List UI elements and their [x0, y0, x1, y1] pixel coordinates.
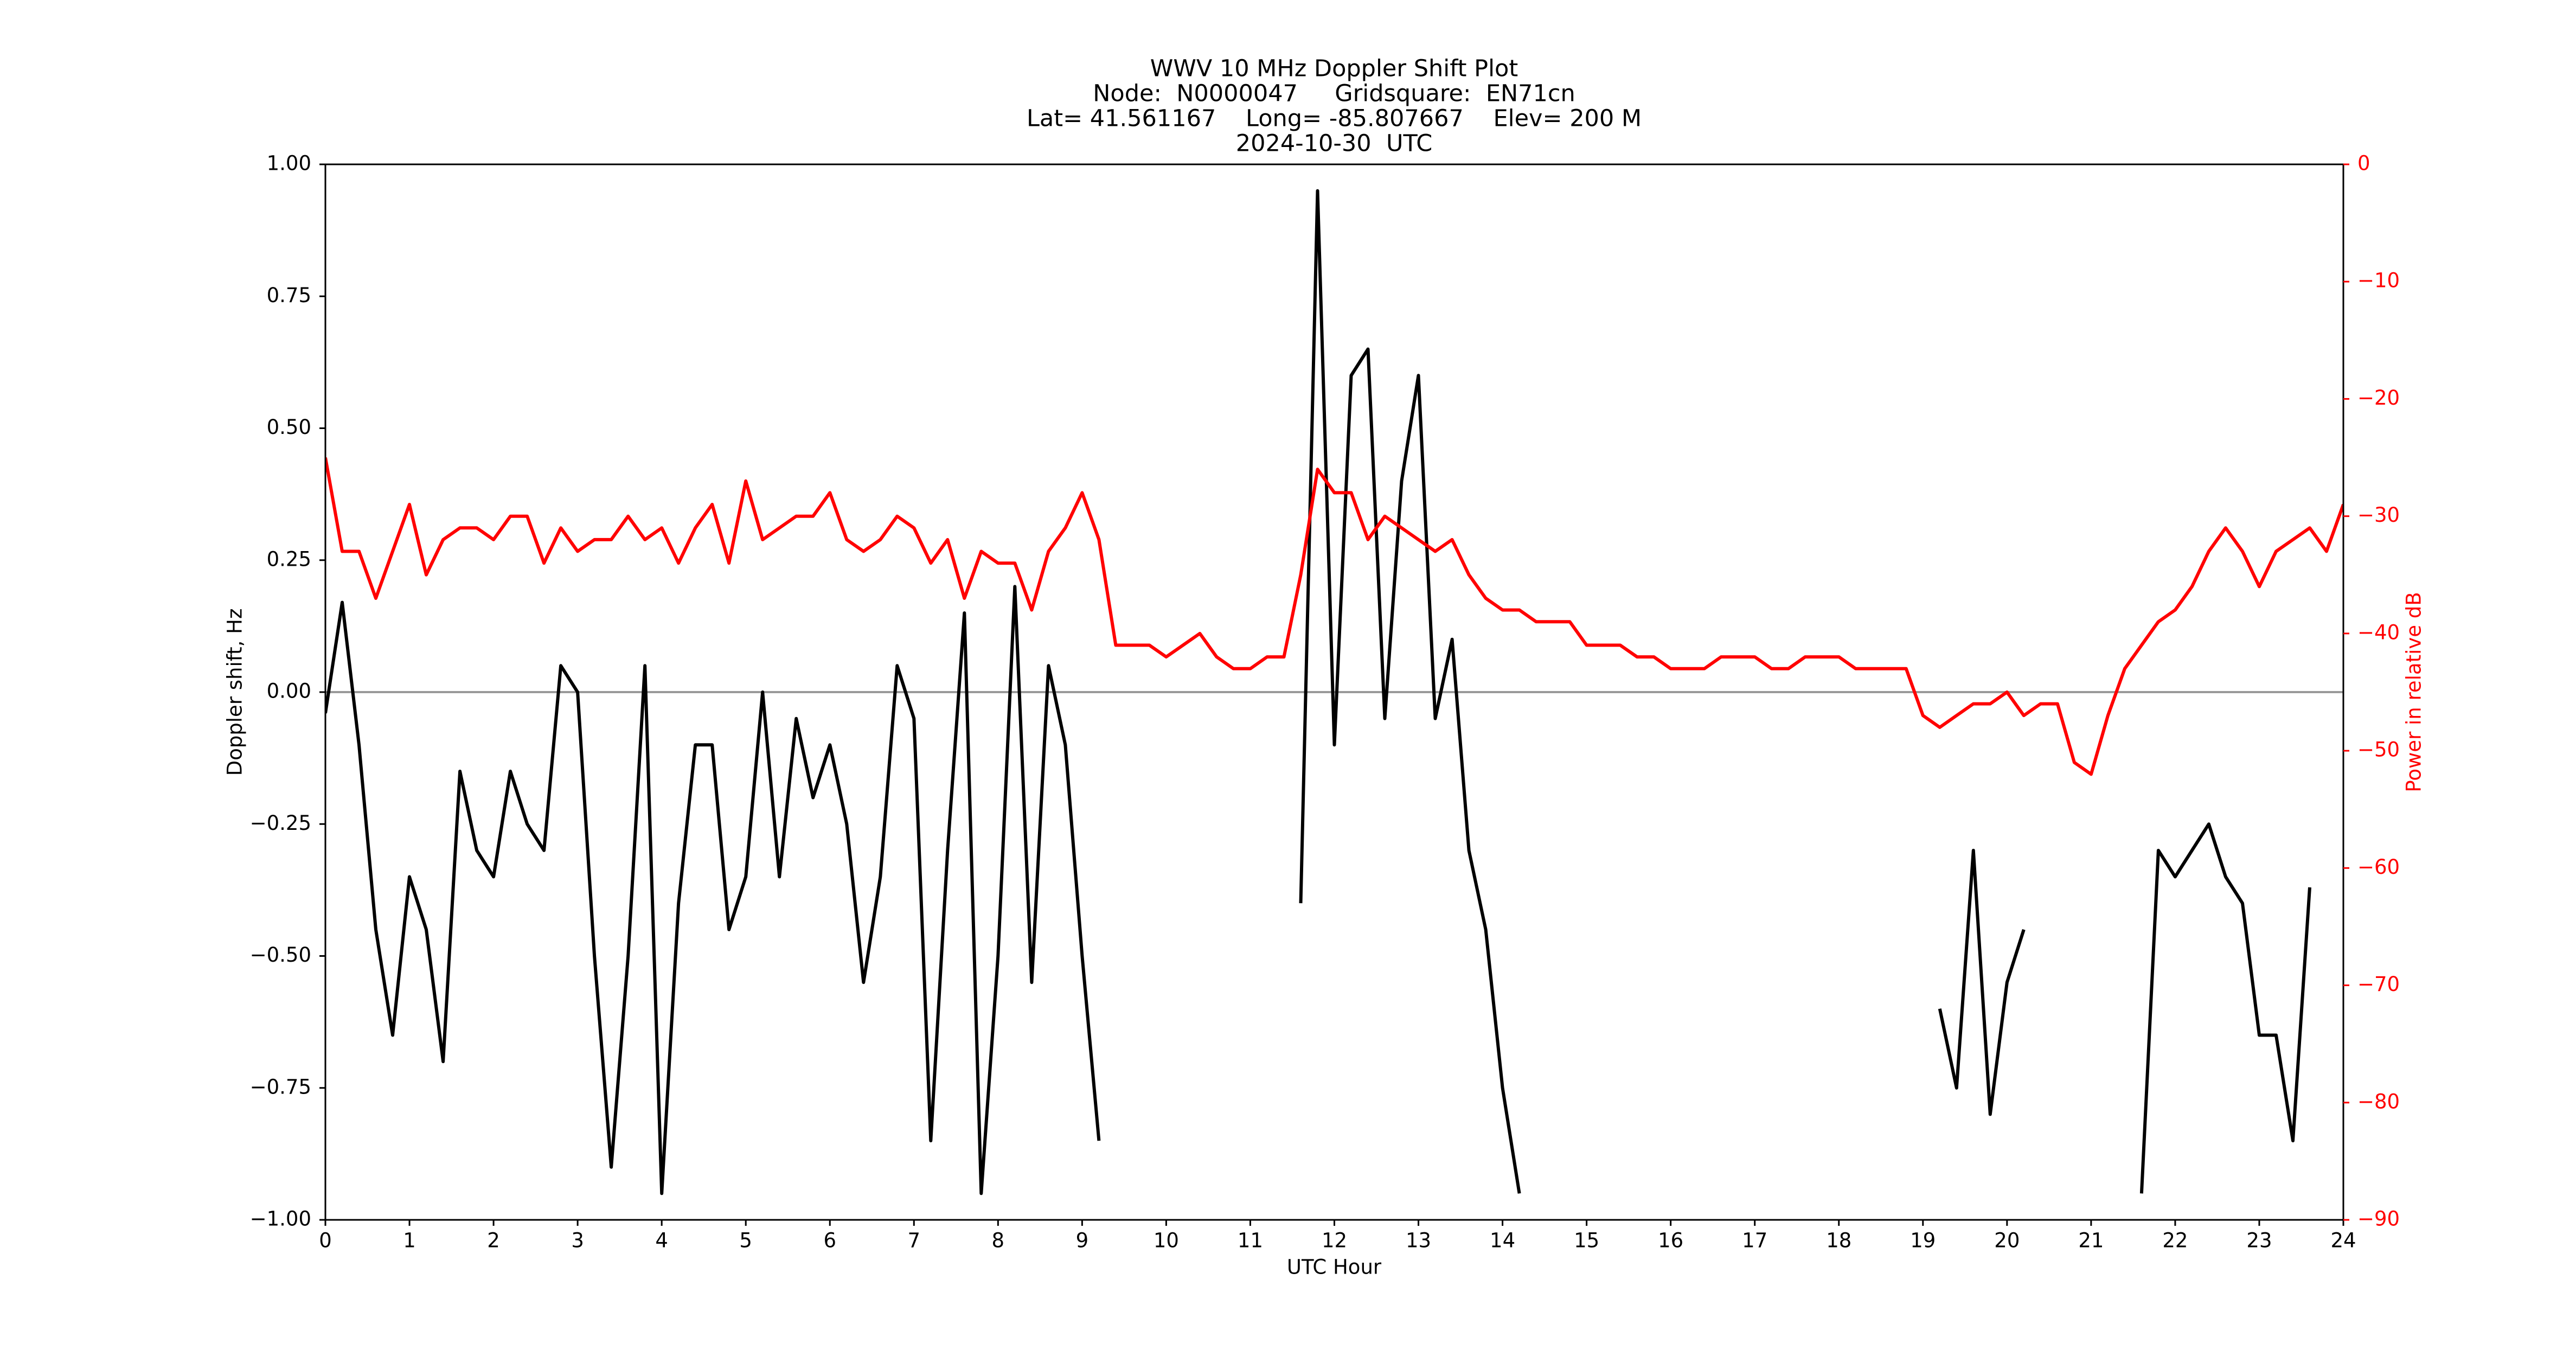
- x-tick-label: 8: [992, 1229, 1005, 1252]
- y2-axis-label: Power in relative dB: [2402, 592, 2426, 792]
- x-tick-label: 15: [1574, 1229, 1599, 1252]
- y-tick-label: −0.25: [250, 811, 311, 835]
- x-tick-label: 2: [487, 1229, 500, 1252]
- y-tick-label: −0.75: [250, 1075, 311, 1098]
- x-tick-label: 17: [1742, 1229, 1767, 1252]
- x-tick-label: 13: [1406, 1229, 1431, 1252]
- y-tick-label: −0.50: [250, 943, 311, 967]
- y2-tick-label: −90: [2357, 1207, 2400, 1231]
- x-tick-label: 3: [571, 1229, 584, 1252]
- chart-subtitle: Lat= 41.561167 Long= -85.807667 Elev= 20…: [1027, 105, 1642, 132]
- x-tick-label: 6: [823, 1229, 836, 1252]
- x-tick-label: 16: [1658, 1229, 1683, 1252]
- x-tick-label: 14: [1490, 1229, 1515, 1252]
- data-line: [325, 189, 2311, 1195]
- x-tick-label: 20: [1994, 1229, 2020, 1252]
- y2-tick-label: −50: [2357, 738, 2400, 762]
- y2-tick-label: −10: [2357, 269, 2400, 292]
- x-tick-label: 9: [1076, 1229, 1089, 1252]
- plot-area: [325, 189, 2343, 1195]
- x-tick-label: 1: [403, 1229, 416, 1252]
- y-axis-label: Doppler shift, Hz: [223, 609, 247, 776]
- x-tick-label: 19: [1910, 1229, 1936, 1252]
- x-tick-label: 7: [908, 1229, 921, 1252]
- y2-tick-label: −20: [2357, 386, 2400, 410]
- x-tick-label: 12: [1322, 1229, 1347, 1252]
- chart-subtitle: Node: N0000047 Gridsquare: EN71cn: [1093, 80, 1575, 107]
- x-tick-label: 10: [1154, 1229, 1179, 1252]
- x-tick-label: 18: [1826, 1229, 1851, 1252]
- y-tick-label: 0.50: [267, 415, 311, 439]
- y-tick-label: 0.25: [267, 547, 311, 571]
- y2-tick-label: −60: [2357, 855, 2400, 879]
- y-tick-label: 0.00: [267, 680, 311, 703]
- y2-tick-label: −70: [2357, 973, 2400, 996]
- y2-tick-label: 0: [2357, 152, 2370, 175]
- x-tick-label: 24: [2330, 1229, 2356, 1252]
- x-tick-label: 4: [655, 1229, 668, 1252]
- data-line: [325, 457, 2343, 776]
- x-tick-label: 0: [319, 1229, 332, 1252]
- chart-subtitle: 2024-10-30 UTC: [1236, 130, 1432, 157]
- y-tick-label: 1.00: [267, 152, 311, 175]
- x-tick-label: 22: [2162, 1229, 2188, 1252]
- x-tick-label: 21: [2078, 1229, 2104, 1252]
- x-tick-label: 11: [1238, 1229, 1263, 1252]
- y-tick-label: −1.00: [250, 1207, 311, 1231]
- x-axis-label: UTC Hour: [1287, 1256, 1382, 1279]
- x-tick-label: 23: [2246, 1229, 2272, 1252]
- chart-title: WWV 10 MHz Doppler Shift Plot: [1150, 55, 1518, 82]
- y2-tick-label: −30: [2357, 503, 2400, 527]
- x-tick-label: 5: [739, 1229, 752, 1252]
- y2-tick-label: −40: [2357, 621, 2400, 644]
- y2-tick-label: −80: [2357, 1090, 2400, 1113]
- y-tick-label: 0.75: [267, 284, 311, 307]
